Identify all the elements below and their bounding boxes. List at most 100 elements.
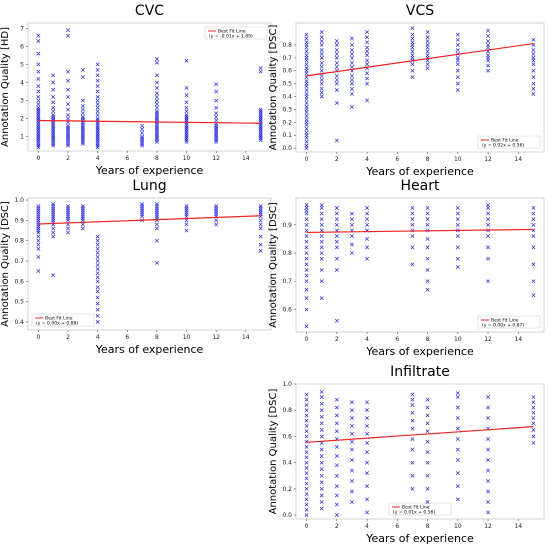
data-point <box>410 447 415 452</box>
data-point <box>334 502 339 507</box>
data-point <box>365 30 370 34</box>
data-point <box>214 118 219 123</box>
legend-fit-label: Best Fit Line <box>45 316 73 322</box>
chart-title: Heart <box>401 178 440 194</box>
data-point <box>350 251 354 255</box>
data-point <box>334 234 339 239</box>
data-point <box>95 129 100 134</box>
data-point <box>36 131 41 135</box>
data-point <box>365 62 370 67</box>
data-point <box>214 129 219 134</box>
data-point <box>365 58 370 63</box>
data-point <box>304 397 309 402</box>
data-point <box>410 211 415 216</box>
data-point <box>350 81 354 86</box>
data-point <box>95 246 100 251</box>
x-tick-label: 14 <box>242 155 250 162</box>
data-point <box>410 40 415 45</box>
legend-box <box>204 26 268 40</box>
legend-fit-equation: (y = -0.01x + 1.89) <box>209 34 253 40</box>
data-point <box>319 251 324 255</box>
data-point <box>486 222 490 227</box>
x-tick-label: 6 <box>125 334 129 341</box>
data-point <box>36 102 41 107</box>
y-tick-label: 0.5 <box>282 81 292 88</box>
data-point <box>184 204 189 209</box>
data-point <box>365 40 370 45</box>
data-point <box>350 48 354 53</box>
data-point <box>80 75 85 80</box>
y-tick-label: 0.2 <box>282 119 292 126</box>
data-point <box>334 513 339 518</box>
data-point <box>95 275 100 280</box>
data-point <box>66 102 70 107</box>
data-point <box>319 48 324 53</box>
data-point <box>214 132 219 137</box>
data-point <box>319 296 324 301</box>
data-point <box>258 132 263 137</box>
x-tick-label: 12 <box>212 334 220 341</box>
data-point <box>334 245 339 250</box>
data-point <box>36 134 41 139</box>
y-axis-label: Annotation Quality [DSC] <box>268 202 279 328</box>
data-point <box>410 410 415 415</box>
data-point <box>184 218 189 223</box>
x-tick-label: 14 <box>514 156 522 163</box>
y-tick-label: 0.0 <box>282 145 292 152</box>
data-point <box>304 251 309 255</box>
data-point <box>154 109 159 114</box>
data-point <box>154 129 159 134</box>
data-point <box>80 114 85 119</box>
data-point <box>80 123 85 128</box>
panel-heart: Years of experience Annotation Quality [… <box>268 178 545 358</box>
data-point <box>95 105 100 110</box>
x-tick-label: 8 <box>155 334 159 341</box>
data-point <box>319 421 324 426</box>
data-point <box>531 62 536 67</box>
data-point <box>319 239 324 244</box>
data-point <box>36 94 41 99</box>
data-point <box>258 218 263 223</box>
y-tick-label: 0.9 <box>14 217 24 224</box>
data-point <box>80 129 85 134</box>
data-point <box>486 510 490 515</box>
data-point <box>350 64 354 69</box>
data-point <box>365 256 370 261</box>
data-point <box>455 68 460 73</box>
data-point <box>531 441 536 445</box>
data-point <box>304 434 309 439</box>
data-point <box>304 143 309 148</box>
best-fit-line <box>38 119 261 124</box>
legend-box <box>31 313 95 327</box>
data-point <box>214 127 219 132</box>
data-point <box>304 126 309 131</box>
data-point <box>486 256 490 261</box>
data-point <box>425 460 430 465</box>
data-point <box>95 67 100 72</box>
data-point <box>350 73 354 78</box>
data-point <box>66 129 70 134</box>
data-point <box>350 36 354 41</box>
x-tick-label: 12 <box>484 523 492 530</box>
data-point <box>410 392 415 397</box>
data-point <box>258 114 263 119</box>
data-point <box>334 77 339 82</box>
data-point <box>66 138 70 143</box>
y-axis-label: Annotation Quality [HD] <box>0 27 11 147</box>
data-point <box>319 68 324 73</box>
x-tick-label: 8 <box>155 155 159 162</box>
data-point <box>350 211 354 216</box>
data-point <box>319 486 324 491</box>
data-point <box>531 405 536 410</box>
data-point <box>36 238 41 243</box>
data-point <box>350 234 354 239</box>
data-point <box>95 102 100 107</box>
y-axis-label: Annotation Quality [DSC] <box>0 201 11 327</box>
data-point <box>184 131 189 135</box>
data-point <box>154 85 159 90</box>
data-point <box>365 423 370 428</box>
data-point <box>66 116 70 121</box>
data-point <box>154 127 159 132</box>
data-point <box>154 102 159 107</box>
data-point <box>304 444 309 449</box>
